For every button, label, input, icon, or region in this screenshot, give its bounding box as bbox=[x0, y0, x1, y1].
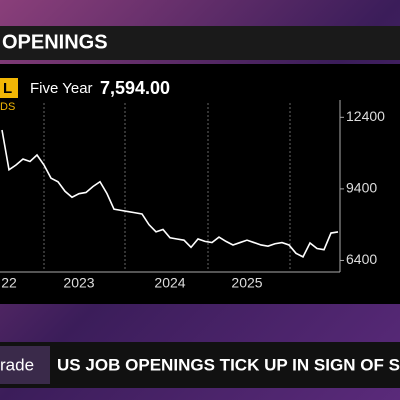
lower-third-left-text: rade bbox=[0, 355, 34, 374]
x-tick-label: 22 bbox=[1, 275, 17, 291]
y-tick-label: 12400 bbox=[346, 108, 385, 124]
x-tick-label: 2025 bbox=[231, 275, 262, 291]
series-line bbox=[1, 129, 339, 258]
plot: 12400 9400 6400 22 2023 2024 2025 bbox=[1, 108, 385, 291]
x-tick-label: 2023 bbox=[63, 275, 94, 291]
source-tag: DS bbox=[0, 101, 15, 113]
y-tick-label: 6400 bbox=[346, 251, 377, 267]
x-tick-label: 2024 bbox=[154, 275, 185, 291]
ticker-box bbox=[0, 78, 18, 98]
last-value: 7,594.00 bbox=[100, 78, 170, 98]
chart-panel bbox=[0, 64, 400, 304]
y-tick-label: 9400 bbox=[346, 180, 377, 196]
ticker-tag: L bbox=[3, 80, 12, 97]
headline: US JOB OPENINGS TICK UP IN SIGN OF S bbox=[57, 355, 400, 374]
period: Five Year bbox=[30, 80, 93, 97]
lower-third bbox=[0, 342, 400, 388]
banner-title: OPENINGS bbox=[2, 31, 108, 53]
lower-third-left bbox=[0, 346, 50, 384]
banner-bar bbox=[0, 26, 400, 60]
